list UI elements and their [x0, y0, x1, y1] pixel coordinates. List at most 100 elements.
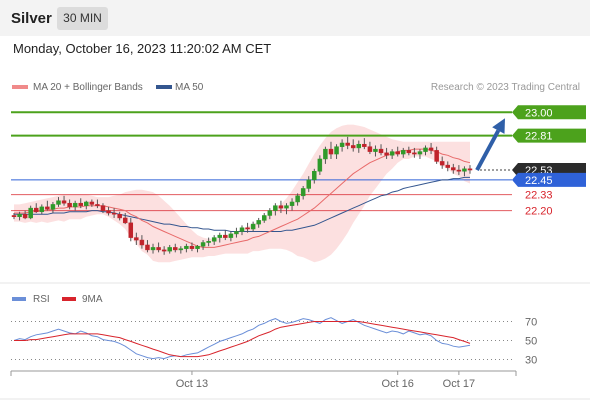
forecast-arrow-head	[492, 118, 505, 134]
candle-up	[195, 245, 200, 249]
rsi-ma-legend-swatch	[62, 297, 76, 301]
candle-down	[128, 222, 134, 238]
candle-up	[273, 205, 278, 211]
candle-down	[384, 152, 389, 156]
rsi-legend-swatch	[12, 297, 26, 301]
header-bar: Silver 30 MIN	[0, 0, 590, 36]
candle-down	[345, 142, 350, 146]
pivot-price-tag: 22.45	[512, 172, 586, 187]
candle-down	[278, 205, 284, 209]
candle-down	[78, 202, 83, 206]
support-level-label: 22.20	[525, 206, 553, 218]
candle-down	[412, 152, 417, 155]
candle-up	[317, 158, 323, 172]
price-tag-label: 23.00	[525, 107, 553, 119]
candle-down	[33, 207, 39, 213]
candle-down	[106, 210, 111, 214]
candle-down	[467, 168, 473, 171]
candle-up	[339, 142, 345, 147]
candle-down	[156, 247, 161, 251]
candle-down	[95, 204, 100, 206]
forecast-arrow-shaft	[475, 129, 501, 171]
candle-down	[67, 202, 72, 208]
candle-down	[189, 245, 195, 249]
candle-down	[362, 143, 367, 147]
price-tag-background	[512, 128, 586, 143]
candle-up	[206, 241, 211, 243]
bollinger-legend-swatch	[12, 85, 28, 89]
candle-up	[300, 188, 306, 197]
candle-up	[267, 210, 273, 216]
candle-down	[395, 151, 400, 155]
candle-down	[145, 244, 150, 251]
x-tick-label: Oct 17	[443, 378, 475, 390]
bollinger-legend-label: MA 20 + Bollinger Bands	[33, 82, 143, 93]
candle-down	[434, 150, 439, 162]
candle-up	[284, 205, 289, 209]
candle-up	[462, 168, 467, 172]
candle-up	[250, 223, 256, 230]
candle-up	[200, 242, 206, 247]
candle-up	[256, 220, 261, 225]
rsi-legend-label: RSI	[33, 294, 50, 305]
candle-up	[306, 179, 311, 189]
candle-up	[39, 206, 45, 213]
candle-up	[417, 151, 423, 155]
candle-up	[261, 215, 267, 221]
candle-up	[217, 234, 223, 238]
candle-down	[350, 145, 356, 149]
x-tick-label: Oct 16	[382, 378, 414, 390]
candle-down	[245, 227, 250, 230]
candle-down	[111, 212, 117, 215]
candle-up	[373, 148, 378, 152]
x-tick-label: Oct 13	[176, 378, 208, 390]
price-tag-background	[512, 105, 586, 120]
candle-down	[11, 215, 17, 217]
resistance-price-tag: 23.00	[512, 105, 586, 120]
price-tag-label: 22.81	[525, 131, 553, 143]
candle-up	[312, 171, 317, 181]
asset-name: Silver	[11, 10, 52, 27]
candle-down	[406, 150, 412, 154]
candle-down	[451, 167, 456, 171]
timeframe-button[interactable]: 30 MIN	[57, 7, 108, 30]
credit-text: Research © 2023 Trading Central	[431, 82, 580, 93]
candle-down	[223, 234, 228, 238]
candle-up	[50, 204, 56, 210]
candle-up	[334, 146, 339, 155]
ma50-legend-swatch	[156, 85, 172, 89]
candle-up	[401, 150, 406, 155]
candle-down	[378, 148, 384, 154]
candle-down	[428, 147, 434, 151]
candle-down	[328, 148, 334, 155]
candle-up	[56, 200, 61, 205]
rsi-tick-label: 30	[525, 355, 537, 367]
candle-up	[356, 143, 362, 149]
candle-up	[84, 201, 89, 206]
candle-down	[100, 205, 106, 211]
candle-up	[295, 195, 300, 203]
rsi-line	[13, 317, 471, 360]
rsi-ma-legend-label: 9MA	[82, 294, 103, 305]
candle-down	[367, 146, 373, 152]
candle-down	[161, 249, 167, 252]
resistance-price-tag: 22.81	[512, 128, 586, 143]
candle-down	[139, 239, 145, 246]
candle-down	[45, 206, 50, 210]
candle-down	[439, 161, 445, 166]
candle-up	[72, 202, 78, 208]
rsi-tick-label: 50	[525, 336, 537, 348]
support-level-label: 22.33	[525, 190, 553, 202]
bollinger-band	[14, 124, 470, 263]
candle-up	[28, 207, 33, 219]
candle-down	[173, 247, 178, 251]
candle-down	[61, 200, 67, 204]
candle-down	[117, 214, 122, 219]
ma50-legend-label: MA 50	[175, 82, 204, 93]
price-tag-background	[512, 172, 586, 187]
candle-down	[456, 169, 462, 172]
candle-up	[239, 227, 245, 232]
price-tag-label: 22.45	[525, 175, 553, 187]
